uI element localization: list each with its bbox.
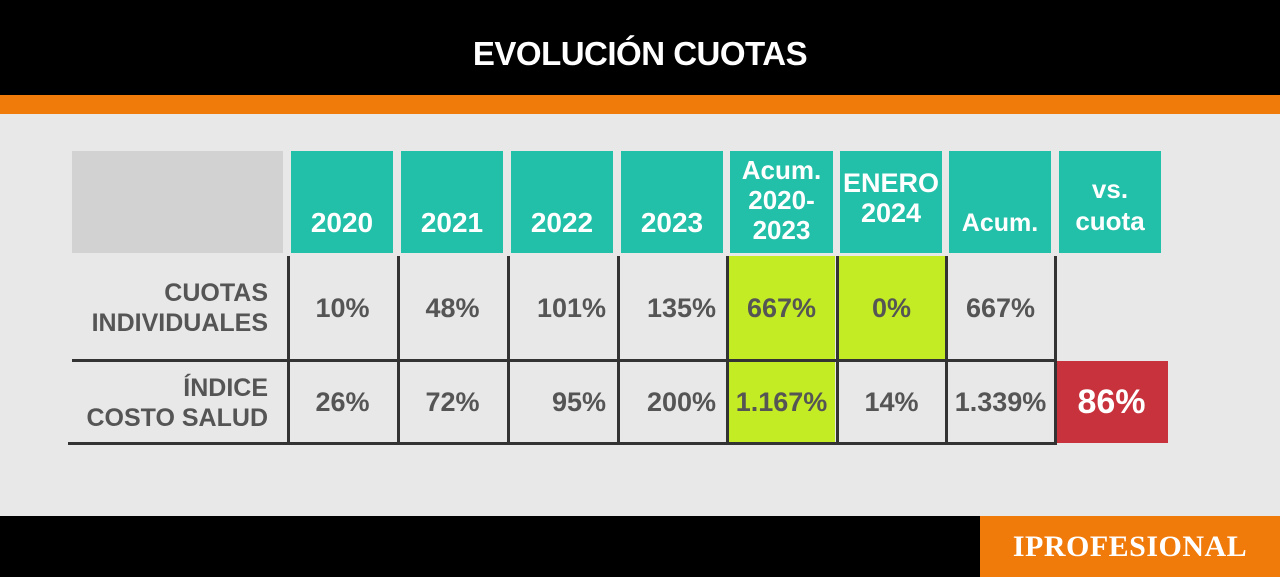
grid-line-vertical	[726, 256, 729, 445]
grid-line-vertical	[1054, 256, 1057, 445]
column-header-acum-2020-2023: Acum. 2020- 2023	[730, 151, 833, 253]
column-header-line: 2020-	[748, 185, 815, 215]
row-label-line: INDIVIDUALES	[91, 309, 268, 337]
accent-stripe	[0, 95, 1280, 114]
brand-logo-text: IPROFESIONAL	[1012, 529, 1248, 563]
column-header-line: 2020	[310, 207, 374, 238]
column-header-2021: 2021	[401, 151, 503, 253]
cell-indice-2023: 200%	[619, 361, 726, 443]
cell-value: 200%	[646, 386, 716, 417]
table-corner	[72, 151, 283, 253]
column-header-line: ENERO	[842, 168, 940, 198]
column-header-line: 2022	[530, 207, 594, 238]
row-label-line: ÍNDICE	[183, 374, 268, 402]
cell-cuotas-acum-2020-2023: 667%	[728, 256, 835, 360]
column-header-2023: 2023	[621, 151, 723, 253]
cell-cuotas-2020: 10%	[289, 256, 396, 360]
row-label-indice-costo-salud: ÍNDICE COSTO SALUD	[72, 373, 269, 433]
cell-cuotas-acum: 667%	[947, 256, 1054, 360]
column-header-line: vs.	[1091, 174, 1129, 204]
cell-indice-enero-2024: 14%	[838, 361, 945, 443]
title-bar: EVOLUCIÓN CUOTAS	[0, 0, 1280, 95]
cell-value: 135%	[646, 292, 716, 323]
grid-line-vertical	[945, 256, 948, 445]
column-header-vs-cuota: vs. cuota	[1059, 151, 1161, 253]
cell-value: 95%	[551, 386, 606, 417]
cell-value: 1.167%	[735, 386, 828, 417]
cell-cuotas-2021: 48%	[399, 256, 506, 360]
cell-value: 26%	[315, 386, 370, 417]
cell-indice-2022: 95%	[509, 361, 616, 443]
column-header-2022: 2022	[511, 151, 613, 253]
column-header-2020: 2020	[291, 151, 393, 253]
cell-indice-acum-2020-2023: 1.167%	[728, 361, 835, 443]
cell-value: 667%	[965, 292, 1036, 323]
cell-value: 14%	[864, 386, 919, 417]
row-label-cuotas-individuales: CUOTAS INDIVIDUALES	[72, 278, 268, 338]
grid-line-vertical	[617, 256, 620, 445]
cell-indice-2021: 72%	[399, 361, 506, 443]
column-header-line: Acum.	[961, 209, 1039, 237]
cell-value: 48%	[425, 292, 480, 323]
cell-value: 10%	[315, 292, 370, 323]
cell-cuotas-enero-2024: 0%	[838, 256, 945, 360]
column-header-line: Acum.	[741, 155, 822, 185]
grid-line-vertical	[397, 256, 400, 445]
cell-value: 72%	[425, 386, 480, 417]
grid-line-row-separator	[72, 359, 1056, 362]
chart-title: EVOLUCIÓN CUOTAS	[472, 34, 808, 72]
cell-cuotas-2022: 101%	[509, 256, 616, 360]
cell-value: 101%	[536, 292, 606, 323]
cell-value: 1.339%	[954, 386, 1047, 417]
column-header-enero-2024: ENERO 2024	[840, 151, 942, 253]
column-header-line: 2023	[640, 207, 704, 238]
brand-logo: IPROFESIONAL	[980, 516, 1280, 577]
grid-line-vertical	[836, 256, 839, 445]
cell-indice-2020: 26%	[289, 361, 396, 443]
grid-line-bottom	[68, 442, 1056, 445]
cell-value: 86%	[1077, 382, 1146, 421]
column-header-line: 2024	[860, 198, 922, 228]
cell-cuotas-2023: 135%	[619, 256, 726, 360]
column-header-line: 2021	[420, 207, 484, 238]
column-header-acum: Acum.	[949, 151, 1051, 253]
cell-indice-acum: 1.339%	[947, 361, 1054, 443]
cell-value: 667%	[746, 292, 817, 323]
column-header-line: 2023	[752, 215, 811, 245]
row-label-line: COSTO SALUD	[86, 404, 269, 432]
cell-value: 0%	[871, 292, 912, 323]
column-header-line: cuota	[1075, 206, 1145, 236]
grid-line-vertical	[287, 256, 290, 445]
row-label-line: CUOTAS	[164, 279, 268, 307]
grid-line-vertical	[507, 256, 510, 445]
cell-indice-vs-cuota: 86%	[1055, 361, 1168, 443]
